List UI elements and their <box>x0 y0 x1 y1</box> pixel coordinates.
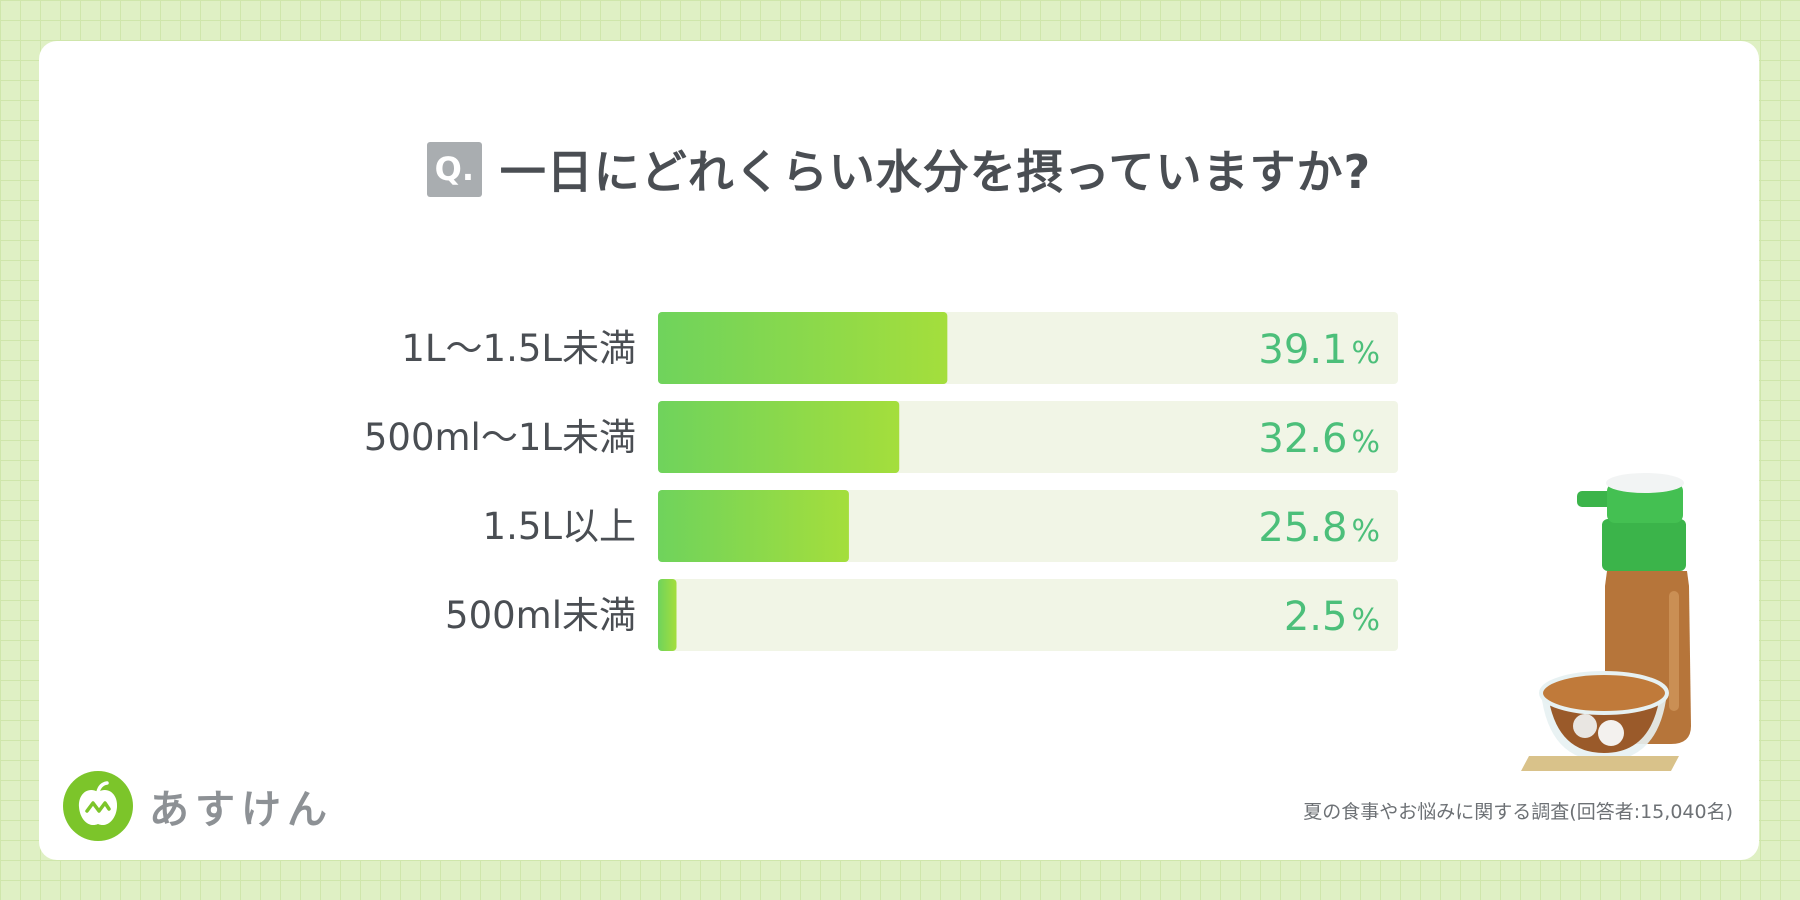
tea-illustration <box>1519 461 1709 775</box>
survey-footnote: 夏の食事やお悩みに関する調査(回答者:15,040名) <box>1303 801 1733 823</box>
question-badge: Q. <box>426 141 482 197</box>
category-label: 1L〜1.5L未満 <box>401 327 636 370</box>
bar <box>658 401 900 473</box>
brand-logo: あすけん <box>63 771 333 841</box>
bar-track <box>658 579 1398 651</box>
value-label: 25.8% <box>1258 505 1380 551</box>
brand-name: あすけん <box>149 787 333 833</box>
question-text: 一日にどれくらい水分を摂っていますか? <box>499 145 1372 199</box>
apple-logo-icon <box>63 771 133 841</box>
value-label: 32.6% <box>1258 416 1380 462</box>
category-label: 1.5L以上 <box>483 505 636 548</box>
bar <box>658 579 677 651</box>
chart-card: Q. 一日にどれくらい水分を摂っていますか? 1L〜1.5L未満 39.1% 500… <box>39 41 1759 860</box>
bar-chart: 1L〜1.5L未満 39.1 % 500ml〜1L未満 32.6 % 1.5L以上 25.8%… <box>364 312 1398 651</box>
question-header: Q. 一日にどれくらい水分を摂っていますか? <box>39 136 1759 202</box>
category-label: 500ml未満 <box>445 594 636 637</box>
value-label: 2.5% <box>1284 594 1380 640</box>
bar <box>658 490 849 562</box>
value-label: 39.1% <box>1258 327 1380 373</box>
bar <box>658 312 948 384</box>
category-label: 500ml〜1L未満 <box>364 416 636 459</box>
